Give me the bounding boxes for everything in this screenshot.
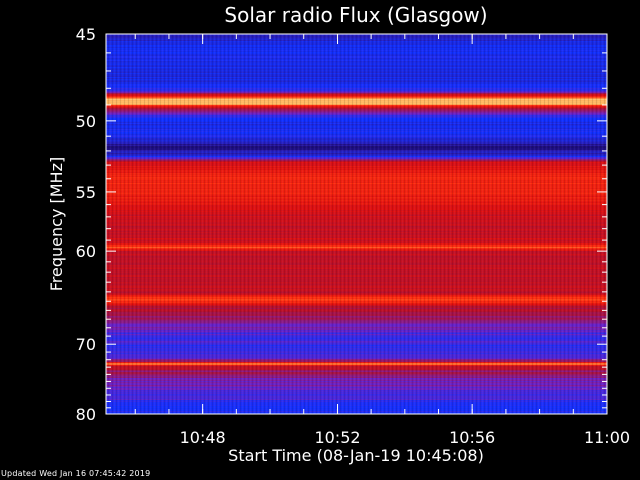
x-axis-label: Start Time (08-Jan-19 10:45:08) <box>228 446 484 465</box>
y-tick-label: 50 <box>76 112 96 131</box>
x-tick-label: 10:48 <box>180 428 226 447</box>
x-tick-label: 10:52 <box>314 428 360 447</box>
y-tick-label: 60 <box>76 242 96 261</box>
x-tick-label: 10:56 <box>449 428 495 447</box>
plot-area <box>106 34 607 415</box>
y-axis-label: Frequency [MHz] <box>47 157 66 291</box>
axes: 45 50 55 60 70 80 10:48 10:52 10:56 11:00 <box>76 25 630 447</box>
updated-timestamp: Updated Wed Jan 16 07:45:42 2019 <box>1 469 151 478</box>
y-tick-label: 45 <box>76 25 96 44</box>
plot-frame <box>105 33 608 415</box>
y-tick-label: 70 <box>76 335 96 354</box>
x-tick-label: 11:00 <box>584 428 630 447</box>
chart-title: Solar radio Flux (Glasgow) <box>224 3 487 27</box>
y-tick-label: 80 <box>76 405 96 424</box>
time-streak-texture <box>106 34 607 414</box>
y-tick-label: 55 <box>76 183 96 202</box>
